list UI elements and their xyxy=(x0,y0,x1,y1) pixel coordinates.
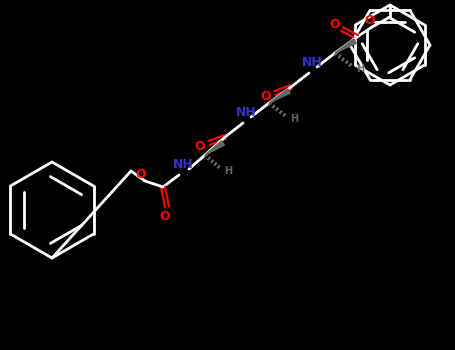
Text: O: O xyxy=(365,14,375,27)
Text: H: H xyxy=(224,166,232,176)
Text: H: H xyxy=(356,64,364,74)
Text: O: O xyxy=(261,91,271,104)
Text: O: O xyxy=(330,18,340,30)
Text: O: O xyxy=(136,168,147,181)
Text: NH: NH xyxy=(236,106,256,119)
Text: NH: NH xyxy=(172,159,193,172)
Text: O: O xyxy=(160,210,170,224)
Text: NH: NH xyxy=(302,56,323,70)
Text: H: H xyxy=(290,114,298,124)
Polygon shape xyxy=(205,141,224,155)
Polygon shape xyxy=(335,39,356,53)
Text: O: O xyxy=(195,140,205,154)
Polygon shape xyxy=(269,89,290,103)
